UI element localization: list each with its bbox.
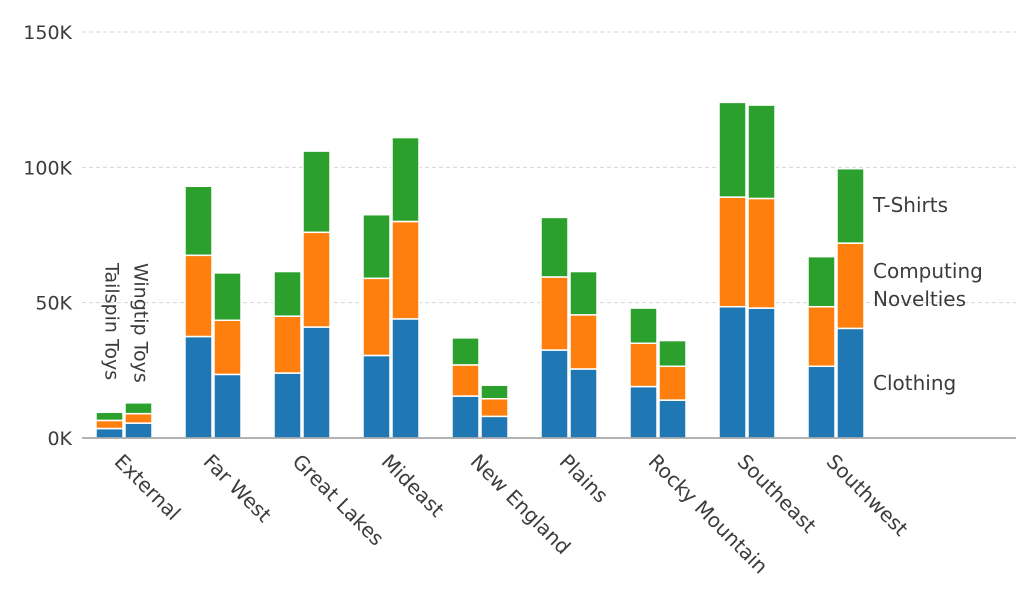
bar-segment [658,399,687,439]
bar-segment [213,272,242,322]
axis-layer: 0K 50K 100K 150K External Far West Great Lakes… [23,22,1016,578]
bar-segment [480,415,509,439]
bar-segment [362,213,391,280]
y-tick-label: 150K [23,22,72,44]
bar-segment [184,185,213,257]
y-tick-label: 100K [23,157,72,179]
bar-segment [362,277,391,357]
bar-segment [540,349,569,439]
bars-layer [95,101,865,439]
series-label: Clothing [873,371,956,395]
bar-segment [273,270,302,317]
bar-segment [302,231,331,328]
x-tick-label: Great Lakes [288,449,389,550]
x-tick-label: Southwest [822,449,913,540]
bar-segment [95,411,124,422]
bar-segment [213,319,242,376]
series-label: Novelties [873,287,966,311]
x-tick-label: Southeast [733,449,821,537]
bar-segment [391,318,420,439]
bar-segment [480,384,509,400]
bar-segment [836,167,865,244]
bar-segment [302,326,331,439]
bar-segment [747,104,776,200]
bar-segment [569,368,598,439]
bar-segment [480,398,509,418]
bar-segment [747,307,776,439]
bar-segment [391,136,420,223]
bar-segment [451,395,480,439]
bar-segment [569,270,598,316]
bar-segment [184,335,213,439]
series-label: T-Shirts [872,193,948,217]
bar-segment [569,314,598,370]
bar-segment [807,365,836,439]
bar-segment [95,427,124,439]
bar-segment [836,327,865,439]
bar-segment [391,220,420,320]
bar-segment [213,373,242,439]
bar-segment [807,255,836,308]
bar-segment [836,242,865,330]
bar-segment [184,254,213,338]
bar-segment [718,305,747,439]
series-label: Computing [873,259,983,283]
bar-segment [718,196,747,308]
bar-segment [273,315,302,374]
x-tick-label: Plains [555,449,613,507]
bar-segment [362,354,391,439]
x-tick-label: Mideast [377,449,449,521]
bar-segment [718,101,747,198]
bar-segment [302,150,331,234]
bar-segment [658,365,687,401]
bar-segment [273,372,302,439]
bar-segment [747,197,776,309]
bar-segment [124,422,153,439]
y-tick-label: 0K [47,428,72,450]
bar-segment [629,307,658,345]
bar-segment [451,337,480,366]
bar-segment [540,216,569,278]
bar-segment [629,385,658,439]
bar-segment [451,364,480,397]
bar-group-label: Wingtip Toys [130,263,152,383]
bar-segment [629,342,658,388]
x-tick-label: Far West [199,449,277,527]
bar-segment [658,339,687,368]
bar-segment [540,276,569,351]
labels-layer: Tailspin Toys Wingtip Toys T-Shirts Computi… [101,193,983,395]
bar-segment [124,402,153,415]
y-tick-label: 50K [35,293,72,315]
bar-segment [124,412,153,424]
bar-segment [95,419,124,430]
bar-segment [807,305,836,368]
bar-group-label: Tailspin Toys [101,262,123,380]
x-tick-label: External [110,449,186,525]
